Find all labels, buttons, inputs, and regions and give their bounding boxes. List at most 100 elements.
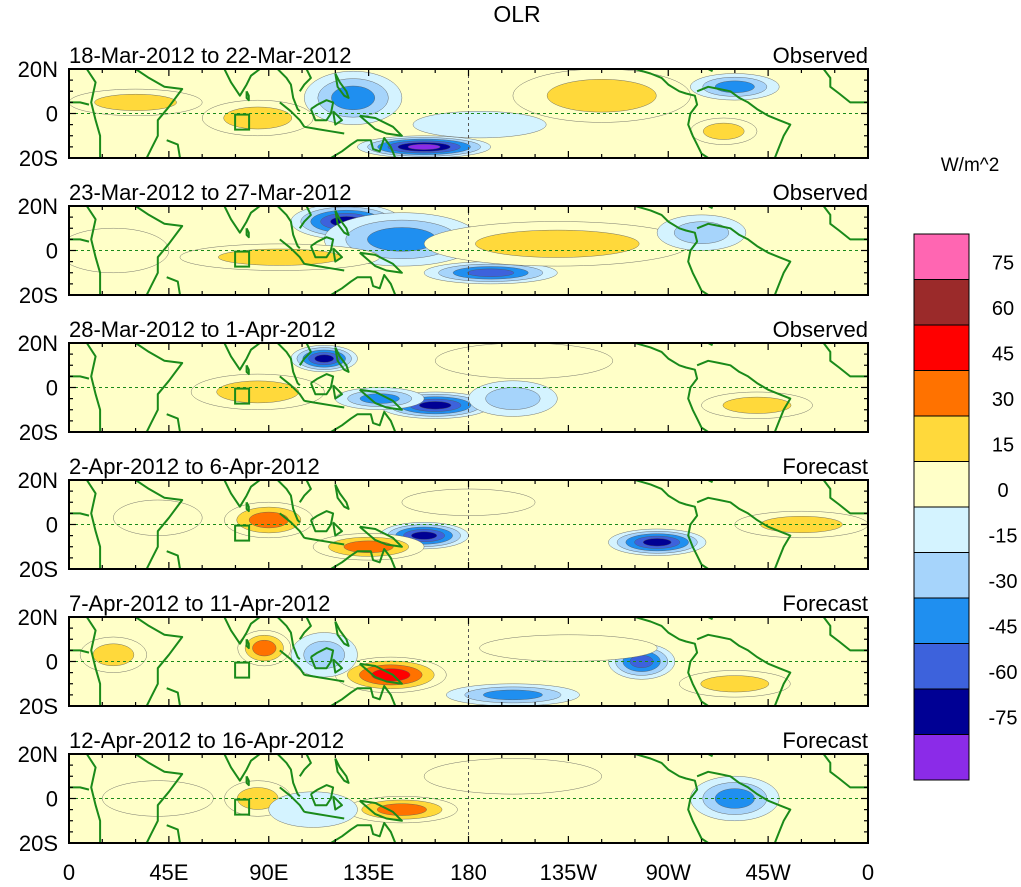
coastline — [309, 647, 335, 670]
coastline — [85, 754, 102, 843]
chart-title: OLR — [493, 1, 540, 27]
coastline — [135, 69, 184, 158]
coastline — [334, 758, 350, 784]
colorbar-swatch — [913, 324, 970, 371]
y-tick-label: 20S — [19, 557, 58, 582]
colorbar-swatch — [913, 643, 970, 690]
colorbar-label: 0 — [997, 480, 1008, 502]
olr-anomaly-contour — [714, 80, 755, 93]
coastline — [245, 775, 250, 787]
coastline — [85, 343, 102, 432]
y-tick-label: 20N — [18, 742, 58, 767]
colorbar-swatch — [913, 734, 970, 781]
x-tick-label: 45W — [745, 860, 790, 885]
coastline — [634, 617, 709, 706]
x-tick-label: 0 — [63, 860, 75, 885]
coastline — [822, 343, 868, 378]
coastline — [332, 521, 343, 537]
coastline — [634, 69, 709, 158]
olr-anomaly-contour — [423, 758, 602, 795]
colorbar-label: 30 — [992, 389, 1014, 411]
coastline — [276, 343, 301, 387]
coastline — [298, 206, 312, 229]
olr-anomaly-contour — [700, 675, 770, 693]
coastline — [304, 810, 345, 820]
coastline — [135, 617, 184, 706]
y-tick-label: 20S — [19, 283, 58, 308]
y-tick-label: 20N — [18, 468, 58, 493]
coastline — [359, 388, 403, 411]
x-tick-label: 90E — [249, 860, 288, 885]
coastline — [213, 206, 261, 234]
coastline — [696, 222, 792, 295]
coastline — [334, 346, 350, 373]
x-tick-label: 0 — [862, 860, 874, 885]
colorbar-label: -75 — [989, 708, 1018, 730]
coastline — [304, 536, 345, 546]
panel-period-label: 12-Apr-2012 to 16-Apr-2012 — [69, 728, 344, 753]
colorbar-swatch — [913, 233, 970, 280]
coastline — [822, 617, 868, 652]
coastline — [276, 480, 301, 523]
coastline — [332, 658, 343, 674]
coastline — [304, 125, 345, 135]
panels: 20N 0 20S 18-Mar-2012 to 22-Mar-2012 Observe… — [18, 43, 869, 856]
olr-anomaly-contour — [412, 111, 547, 139]
y-tick-label: 20S — [19, 420, 58, 445]
coastline — [359, 114, 403, 137]
coastline — [85, 69, 102, 158]
y-tick-label: 20S — [19, 831, 58, 856]
olr-anomaly-contour — [407, 143, 441, 150]
colorbar-label: -15 — [989, 526, 1018, 548]
coastline — [166, 687, 181, 706]
x-tick-label: 135W — [540, 860, 598, 885]
coastline — [298, 343, 312, 366]
panel-1: 20N 0 20S 18-Mar-2012 to 22-Mar-2012 Observe… — [18, 43, 869, 171]
olr-anomaly-contour — [546, 79, 657, 113]
colorbar-swatch — [913, 506, 970, 553]
colorbar-label: 75 — [992, 253, 1014, 275]
y-tick-label: 20N — [18, 331, 58, 356]
colorbar-swatch — [913, 461, 970, 508]
olr-anomaly-contour — [343, 540, 394, 553]
coastline — [279, 786, 306, 813]
coastline — [298, 617, 312, 640]
coastline — [166, 824, 181, 843]
coastline — [359, 799, 403, 822]
coastline — [245, 364, 250, 376]
panel-6: 20N 0 20S 12-Apr-2012 to 16-Apr-2012 Forecas… — [18, 728, 869, 856]
coastline — [334, 483, 350, 510]
olr-anomaly-contour — [216, 380, 299, 404]
colorbar: W/m^2 75 60 45 30 15 0 -15 -30 -45 -60 -75 — [913, 155, 1018, 781]
y-tick-label: 0 — [46, 102, 58, 127]
coastline — [319, 137, 397, 158]
coastline — [822, 754, 868, 789]
colorbar-swatch — [913, 597, 970, 644]
colorbar-label: 15 — [992, 435, 1014, 457]
colorbar-label: -30 — [989, 571, 1018, 593]
coastline — [279, 238, 306, 265]
olr-field — [69, 206, 868, 295]
colorbar-swatch — [913, 688, 970, 735]
olr-anomaly-contour — [435, 343, 613, 379]
x-tick-label: 135E — [343, 860, 394, 885]
colorbar-label: 45 — [992, 344, 1014, 366]
coastline — [298, 754, 312, 777]
panel-kind-label: Observed — [773, 43, 868, 68]
panel-period-label: 23-Mar-2012 to 27-Mar-2012 — [69, 180, 351, 205]
olr-anomaly-contour — [92, 643, 135, 666]
coastline — [696, 496, 792, 569]
coastline — [359, 251, 403, 274]
coastline — [304, 399, 345, 409]
coastline — [298, 480, 312, 503]
coastline — [319, 411, 397, 432]
coastline — [135, 480, 184, 569]
olr-anomaly-contour — [252, 639, 277, 657]
x-tick-label: 45E — [149, 860, 188, 885]
colorbar-swatch — [913, 415, 970, 462]
coastline — [304, 673, 345, 683]
coastline — [304, 262, 345, 272]
coastline — [298, 69, 312, 92]
olr-anomaly-contour — [467, 268, 515, 277]
coastline — [245, 90, 250, 102]
